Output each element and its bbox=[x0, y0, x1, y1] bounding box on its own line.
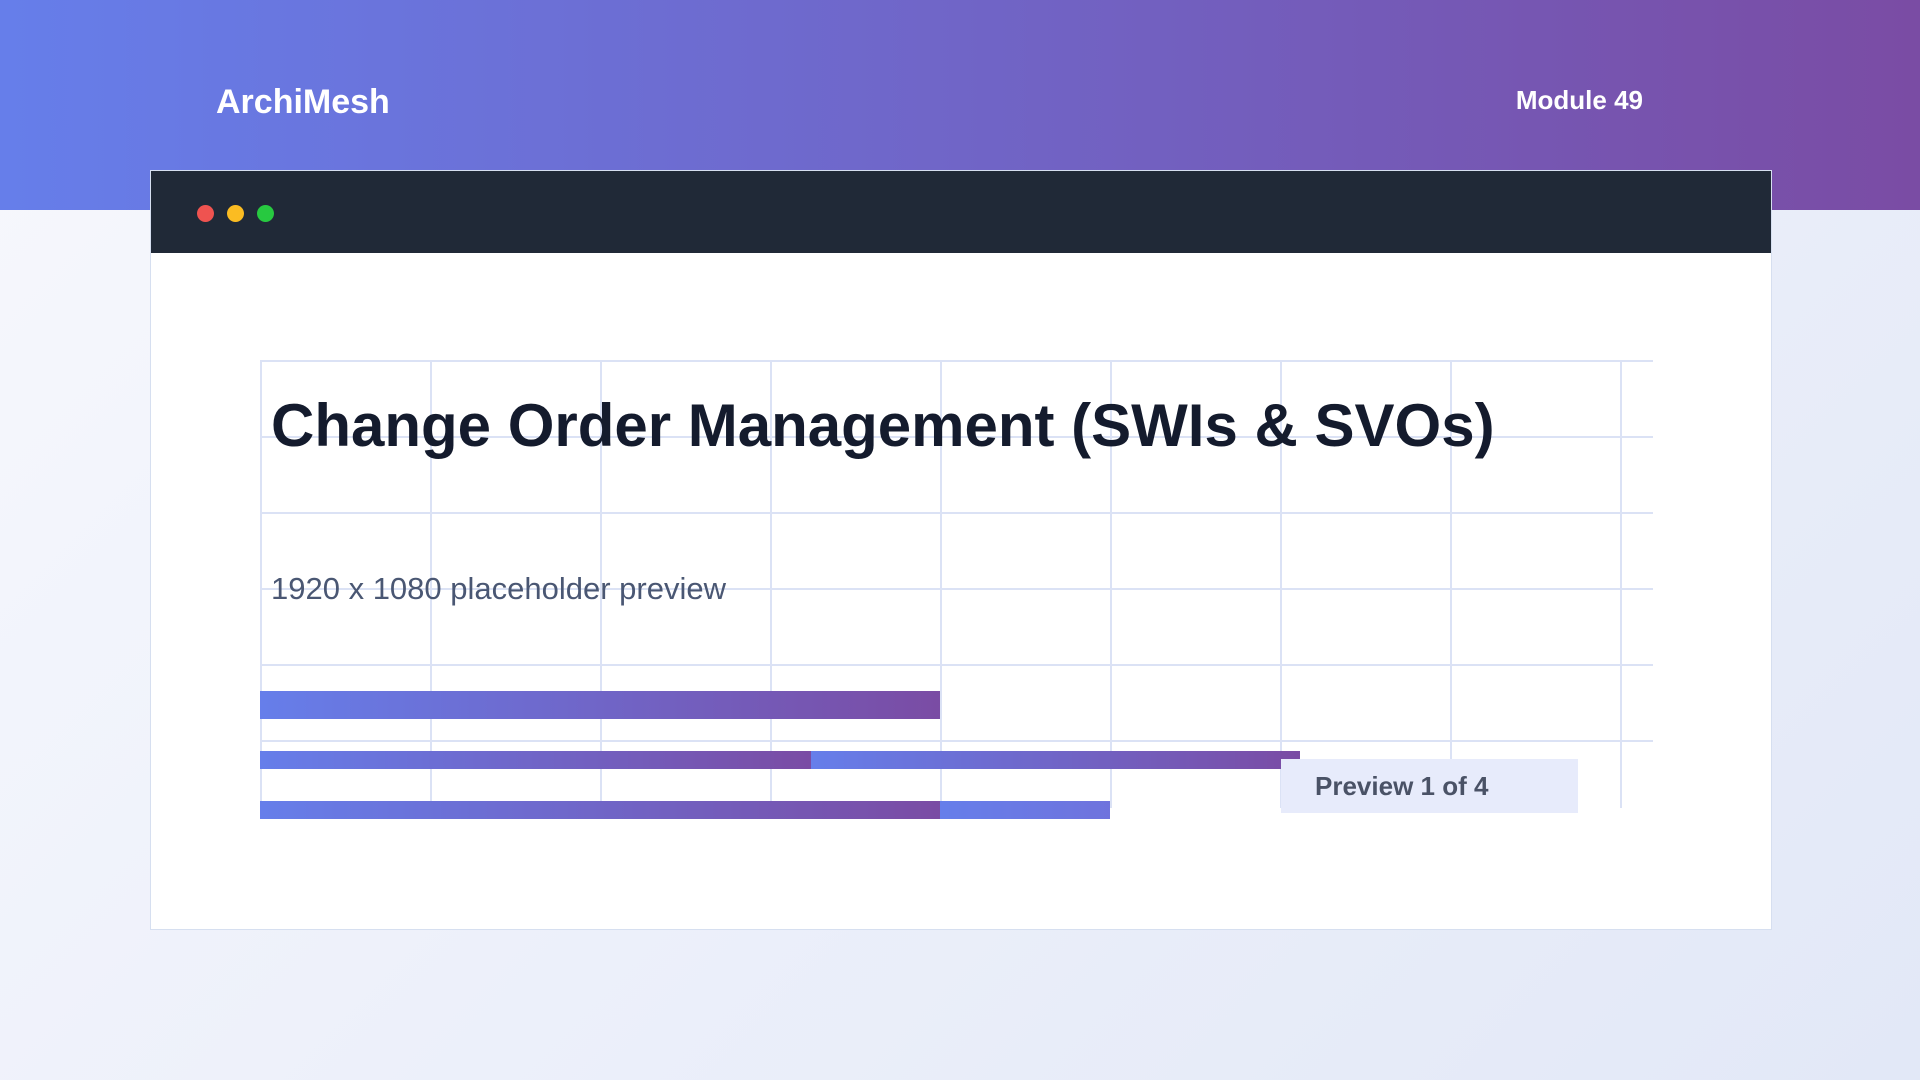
slide-title: Change Order Management (SWIs & SVOs) bbox=[271, 391, 1495, 461]
brand-name: ArchiMesh bbox=[216, 82, 390, 122]
close-dot-icon[interactable] bbox=[197, 205, 214, 222]
slide-subtitle: 1920 x 1080 placeholder preview bbox=[271, 571, 726, 607]
module-label: Module 49 bbox=[1516, 84, 1643, 116]
minimize-dot-icon[interactable] bbox=[227, 205, 244, 222]
window-titlebar bbox=[151, 171, 1771, 253]
preview-badge: Preview 1 of 4 bbox=[1281, 759, 1578, 813]
progress-bar-3 bbox=[260, 801, 1110, 819]
progress-bar-1 bbox=[260, 691, 940, 719]
progress-bar-2 bbox=[260, 751, 1300, 769]
preview-window: Change Order Management (SWIs & SVOs) 19… bbox=[150, 170, 1772, 930]
maximize-dot-icon[interactable] bbox=[257, 205, 274, 222]
